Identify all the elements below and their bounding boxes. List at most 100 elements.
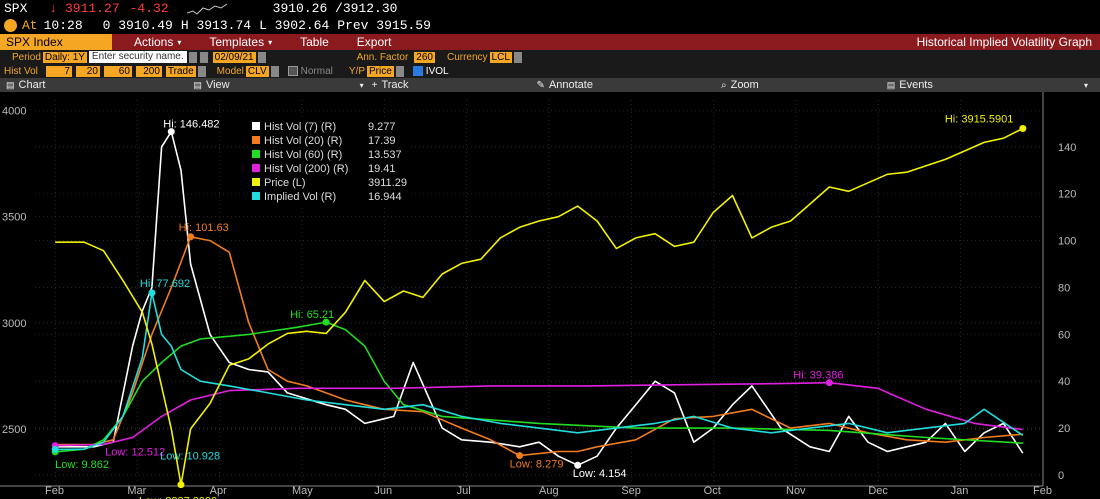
calendar-start-icon[interactable] <box>188 51 197 63</box>
view-icon: ▤ <box>193 79 202 90</box>
menu-bar: SPX Index Actions ▾ Templates ▾ Table Expo… <box>0 34 1100 50</box>
legend-swatch <box>252 164 260 172</box>
zoom-tool[interactable]: ⌕ Zoom <box>717 79 763 91</box>
annotate-tool[interactable]: ✎ Annotate <box>533 79 597 91</box>
legend-background <box>250 120 408 208</box>
legend-name: Hist Vol (7) (R) <box>264 121 336 133</box>
yp-select[interactable]: Price <box>367 65 394 77</box>
period-select[interactable]: Daily: 1Y <box>42 51 87 63</box>
ann-factor-field[interactable]: 260 <box>414 51 435 63</box>
currency-select[interactable]: LCL <box>489 51 512 63</box>
track-tool[interactable]: + Track <box>368 79 413 91</box>
left-tick-label: 3500 <box>2 212 26 224</box>
legend-value: 16.944 <box>368 191 402 203</box>
legend-value: 9.277 <box>368 121 396 133</box>
legend-value: 13.537 <box>368 149 402 161</box>
hist-vol-2-field[interactable]: 20 <box>75 65 100 77</box>
quote-line-2: At 10:28 0 3910.49 H 3913.74 L 3902.64 P… <box>0 17 1100 34</box>
options-bar: Period Daily: 1Y Enter security name. 02… <box>0 50 1100 64</box>
ivol-label: IVOL <box>425 65 449 77</box>
hist-vol-type-dropdown-icon[interactable] <box>197 65 206 77</box>
low-price: L 3902.64 <box>259 18 330 33</box>
hist-vol-label: Hist Vol <box>4 65 38 77</box>
series-line <box>55 321 1023 453</box>
hist-vol-type-select[interactable]: Trade <box>165 65 196 77</box>
x-tick-label: Mar <box>127 485 146 497</box>
table-button[interactable]: Table <box>300 35 329 49</box>
left-tick-label: 4000 <box>2 106 26 118</box>
chart-axes: 4000 3500 3000 2500 140 120 100 80 60 40 20 0 Feb Mar… <box>0 92 1076 497</box>
extreme-marker <box>516 452 524 460</box>
extreme-label: Hi: 77.692 <box>140 278 190 290</box>
page-title: Historical Implied Volatility Graph <box>916 35 1092 49</box>
left-tick-label: 2500 <box>2 424 26 436</box>
legend-name: Hist Vol (20) (R) <box>264 135 342 147</box>
actions-menu[interactable]: Actions ▾ <box>120 34 195 50</box>
hist-vol-bar: Hist Vol 7 20 60 200 Trade Model CLV Nor… <box>0 64 1100 78</box>
zoom-icon: ⌕ <box>720 79 727 91</box>
prev-price: Prev 3915.59 <box>337 18 431 33</box>
open-price: 0 3910.49 <box>102 18 173 33</box>
series-line <box>55 236 1023 457</box>
extreme-label: Hi: 101.63 <box>179 222 229 234</box>
extreme-label: Hi: 146.482 <box>163 119 219 131</box>
currency-dropdown-icon[interactable] <box>513 51 522 63</box>
end-date-field[interactable]: 02/09/21 <box>212 51 256 63</box>
net-change: -4.32 <box>129 1 169 16</box>
extreme-marker <box>187 233 195 241</box>
bid-ask: 3910.26 /3912.30 <box>272 1 398 16</box>
quote-time: 10:28 <box>43 18 83 33</box>
legend-name: Implied Vol (R) <box>264 191 336 203</box>
yp-dropdown-icon[interactable] <box>395 65 404 77</box>
extreme-label: Low: 8.279 <box>510 459 564 471</box>
right-tick-label: 60 <box>1058 329 1070 341</box>
right-tick-label: 20 <box>1058 423 1070 435</box>
legend-swatch <box>252 136 260 144</box>
zoom-label: Zoom <box>730 79 759 91</box>
events-menu[interactable]: ▤ Events <box>883 79 937 91</box>
model-select[interactable]: CLV <box>245 65 269 77</box>
chart-series <box>55 127 1024 486</box>
x-tick-label: May <box>292 485 313 497</box>
chart-menu[interactable]: ▤ Chart <box>2 79 49 91</box>
view-menu[interactable]: ▤ View ▾ <box>189 79 367 91</box>
chart-grid <box>35 100 1044 482</box>
left-tick-label: 3000 <box>2 318 26 330</box>
x-tick-label: Sep <box>621 485 641 497</box>
templates-menu[interactable]: Templates ▾ <box>195 34 286 50</box>
hist-vol-1-field[interactable]: 7 <box>45 65 72 77</box>
model-dropdown-icon[interactable] <box>270 65 279 77</box>
normal-checkbox[interactable] <box>287 66 298 76</box>
chart-annotations: Hi: 146.482 Hi: 101.63 Hi: 77.692 Hi: 65.21… <box>51 114 1027 499</box>
extreme-label: Hi: 65.21 <box>290 309 334 321</box>
x-tick-label: Aug <box>539 485 559 497</box>
x-tick-label: Apr <box>210 485 227 497</box>
ann-factor-label: Ann. Factor <box>356 51 409 63</box>
calendar-end-icon[interactable] <box>257 51 266 63</box>
right-tick-label: 140 <box>1058 142 1076 154</box>
security-field[interactable]: SPX Index <box>0 34 112 50</box>
x-tick-label: Jun <box>374 485 392 497</box>
calendar-icon[interactable] <box>199 51 208 63</box>
legend-swatch <box>252 150 260 158</box>
extreme-label: Low: 4.154 <box>573 468 627 480</box>
extreme-marker <box>825 379 833 387</box>
hist-vol-3-field[interactable]: 60 <box>103 65 132 77</box>
events-icon: ▤ <box>886 79 896 90</box>
legend-value: 17.39 <box>368 135 396 147</box>
legend-name: Price (L) <box>264 177 306 189</box>
export-button[interactable]: Export <box>356 35 392 49</box>
ivol-checkbox[interactable] <box>412 66 423 76</box>
security-search-input[interactable]: Enter security name. <box>88 51 187 63</box>
legend-name: Hist Vol (200) (R) <box>264 163 348 175</box>
hist-vol-4-field[interactable]: 200 <box>135 65 162 77</box>
series-line <box>55 130 1024 467</box>
currency-label: Currency <box>446 51 488 63</box>
legend-swatch <box>252 192 260 200</box>
templates-label: Templates <box>209 35 265 49</box>
chevron-down-icon: ▾ <box>177 37 182 47</box>
chevron-down-icon[interactable]: ▾ <box>1083 80 1088 90</box>
right-tick-label: 0 <box>1058 470 1064 482</box>
x-tick-label: Nov <box>786 485 806 497</box>
pencil-icon: ✎ <box>536 79 545 91</box>
